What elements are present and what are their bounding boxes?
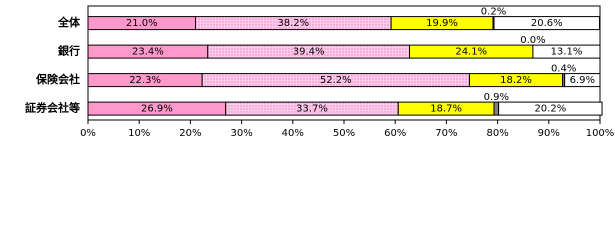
data-label: 0.0% [520, 35, 545, 46]
data-label: 52.2% [320, 75, 352, 86]
x-tick-label: 70% [435, 128, 457, 139]
category-label: 証券会社等 [25, 101, 80, 115]
x-tick-label: 80% [486, 128, 508, 139]
x-tick-label: 60% [384, 128, 406, 139]
x-tick-label: 10% [128, 128, 150, 139]
bar-segment [493, 101, 500, 116]
data-label: 13.1% [551, 47, 583, 58]
data-label: 20.2% [534, 104, 566, 115]
chart: 0% 10% 20% 30% 40% 50% 60% 70% 80% 90% 100% 全体 21.0%… [25, 5, 615, 139]
data-label: 39.4% [293, 47, 325, 58]
data-label: 0.9% [484, 92, 509, 103]
data-label: 26.9% [141, 104, 173, 115]
data-label: 19.9% [426, 18, 458, 29]
data-label: 38.2% [277, 18, 309, 29]
x-tick-label: 90% [538, 128, 560, 139]
data-label: 20.6% [531, 18, 563, 29]
x-tick-label: 40% [282, 128, 304, 139]
data-label: 0.2% [481, 7, 506, 18]
x-tick-label: 30% [230, 128, 252, 139]
data-label: 21.0% [126, 18, 158, 29]
category-label: 銀行 [58, 44, 80, 58]
bar-segment [564, 73, 601, 88]
category-label: 全体 [57, 15, 81, 29]
data-label: 6.9% [570, 75, 595, 86]
data-label: 0.4% [551, 64, 576, 75]
bar-segment [498, 101, 603, 116]
data-label: 18.2% [500, 75, 532, 86]
category-label: 保険会社 [35, 72, 80, 86]
bar-segment [493, 16, 600, 31]
x-tick-label: 0% [80, 128, 96, 139]
x-tick-label: 20% [179, 128, 201, 139]
data-label: 18.7% [430, 104, 462, 115]
data-label: 24.1% [455, 47, 487, 58]
x-tick-label: 50% [333, 128, 355, 139]
data-label: 22.3% [129, 75, 161, 86]
data-label: 23.4% [132, 47, 164, 58]
data-label: 33.7% [296, 104, 328, 115]
bar-segment [532, 44, 601, 59]
x-tick-label: 100% [586, 128, 615, 139]
